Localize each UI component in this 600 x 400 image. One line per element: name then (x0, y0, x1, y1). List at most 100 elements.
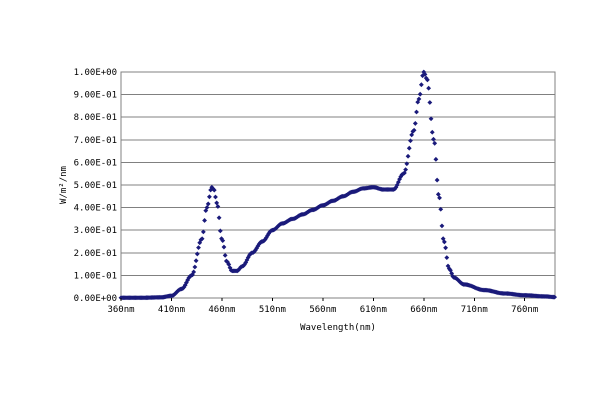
data-point (216, 215, 222, 221)
data-point (192, 264, 198, 270)
y-tick-label: 1.00E-01 (74, 271, 117, 281)
y-axis-title: W/m²/nm (59, 166, 69, 204)
data-point (428, 116, 434, 122)
data-point (422, 71, 428, 77)
data-point (431, 136, 436, 142)
data-point (416, 96, 422, 102)
data-point (203, 208, 209, 214)
y-tick-label: 4.00E-01 (74, 204, 117, 214)
x-tick-label: 510nm (259, 305, 286, 315)
data-point (427, 100, 433, 105)
data-point (441, 239, 447, 245)
data-point (242, 262, 247, 267)
y-tick-label: 3.00E-01 (74, 226, 117, 236)
y-tick-label: 1.00E+00 (74, 68, 117, 78)
data-point (207, 194, 212, 200)
gridlines (121, 71, 555, 299)
x-tick-label: 410nm (158, 305, 185, 315)
data-point (552, 294, 557, 300)
data-point (199, 236, 205, 242)
data-point (225, 259, 230, 265)
data-point (393, 184, 399, 190)
data-point (184, 280, 189, 286)
y-tick-label: 2.00E-01 (74, 249, 117, 259)
data-point (439, 223, 445, 229)
data-point (221, 244, 227, 250)
data-point (433, 156, 439, 162)
data-point (455, 277, 461, 283)
data-point (217, 228, 223, 234)
y-tick-label: 0.00E+00 (74, 294, 117, 304)
data-point (408, 138, 413, 144)
data-point (245, 255, 251, 260)
data-point (226, 262, 232, 267)
y-tick-label: 6.00E-01 (74, 158, 117, 168)
data-point (174, 289, 180, 295)
data-point (426, 85, 432, 91)
data-point (432, 140, 438, 146)
data-point (418, 82, 424, 88)
data-point (414, 109, 419, 115)
data-point (437, 195, 442, 201)
data-point (214, 200, 220, 206)
data-point (403, 167, 409, 172)
data-point (438, 206, 444, 212)
data-point (448, 267, 453, 273)
x-tick-labels: 360nm 410nm 460nm 510nm 560nm 610nm 660nm 710nm… (107, 298, 538, 315)
data-point (210, 186, 216, 192)
data-point (429, 129, 435, 135)
data-point (219, 236, 224, 242)
x-tick-label: 610nm (360, 305, 387, 315)
x-axis-title: Wavelength(nm) (300, 323, 376, 333)
data-point (402, 170, 407, 176)
plot-area-frame (120, 71, 556, 299)
data-point (205, 201, 211, 207)
data-point (412, 121, 418, 126)
x-tick-label: 360nm (107, 305, 134, 315)
data-point (220, 238, 226, 244)
data-point (405, 153, 411, 159)
data-point (222, 252, 228, 258)
data-point (196, 245, 201, 251)
y-tick-label: 7.00E-01 (74, 136, 117, 146)
y-tick-label: 8.00E-01 (74, 113, 117, 123)
data-point (209, 184, 215, 190)
data-point (191, 269, 197, 275)
data-point (420, 73, 425, 79)
data-point (213, 194, 218, 200)
data-point (255, 243, 261, 249)
y-tick-labels: 0.00E+00 1.00E-01 2.00E-01 3.00E-01 4.00E-01… (74, 68, 117, 304)
data-point (406, 145, 412, 151)
data-point (398, 174, 404, 179)
data-point (434, 177, 440, 183)
data-point (204, 205, 210, 210)
data-point (263, 235, 269, 240)
data-point (237, 266, 243, 271)
data-point (200, 229, 206, 235)
data-point (444, 255, 450, 261)
x-tick-label: 560nm (309, 305, 336, 315)
data-point (193, 258, 199, 264)
x-tick-label: 460nm (208, 305, 235, 315)
data-point (409, 132, 415, 138)
data-point (417, 91, 423, 97)
data-point (435, 191, 441, 197)
data-point (425, 77, 430, 83)
data-point (202, 218, 207, 223)
y-tick-label: 5.00E-01 (74, 181, 117, 191)
data-point (392, 186, 398, 192)
data-point (397, 176, 402, 182)
data-point (404, 161, 410, 167)
data-point (197, 240, 203, 246)
data-point (411, 127, 417, 133)
x-tick-label: 760nm (511, 305, 538, 315)
data-point (443, 245, 448, 251)
data-point (211, 187, 217, 193)
x-tick-label: 710nm (461, 305, 488, 315)
data-point (194, 251, 200, 257)
data-points (118, 69, 557, 301)
y-tick-label: 9.00E-01 (74, 91, 117, 101)
data-point (246, 252, 252, 258)
data-point (215, 204, 221, 209)
